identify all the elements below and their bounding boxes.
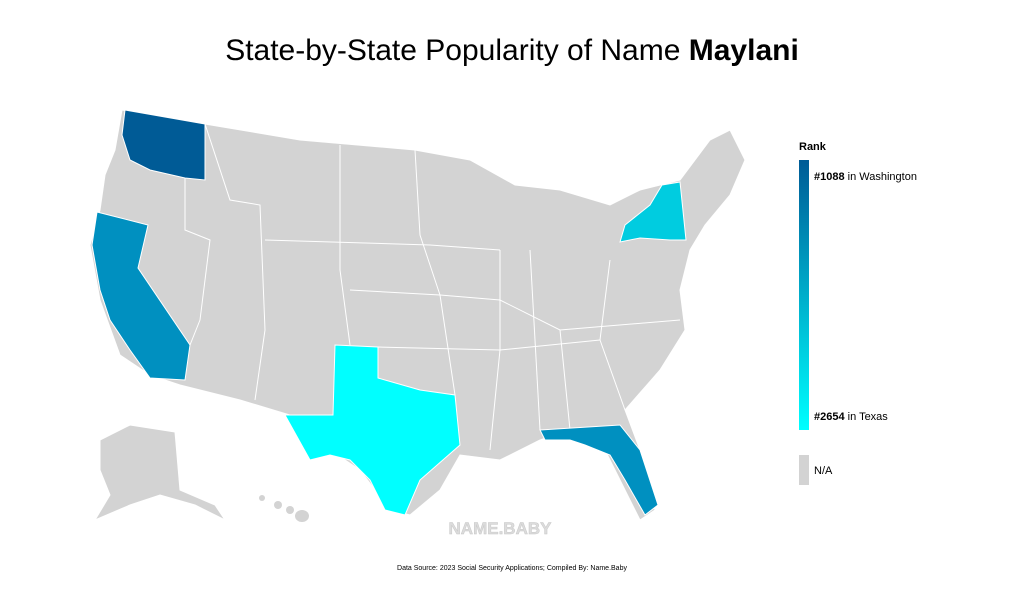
legend-na-label: N/A	[814, 465, 833, 477]
us-mainland	[89, 109, 746, 521]
legend-top-rank: #1088	[814, 171, 845, 183]
state-ny	[619, 181, 687, 243]
title-name: Maylani	[689, 34, 799, 67]
legend-bottom-text: in Texas	[845, 411, 889, 423]
legend-bottom: #2654 in Texas	[814, 411, 888, 423]
state-ca	[91, 211, 191, 381]
state-ak	[93, 424, 227, 522]
state-wa	[121, 109, 206, 181]
state-borders	[184, 123, 681, 451]
title: State-by-State Popularity of Name Maylan…	[225, 34, 799, 67]
legend-title: Rank	[799, 141, 827, 153]
watermark: NAME.BABY	[449, 519, 553, 538]
legend-top-text: in Washington	[845, 171, 917, 183]
legend-gradient	[799, 160, 809, 430]
state-fl	[539, 424, 659, 516]
legend-na-swatch	[799, 455, 809, 485]
legend-top: #1088 in Washington	[814, 171, 917, 183]
legend: Rank #1088 in Washington #2654 in Texas …	[799, 141, 917, 485]
footer: Data Source: 2023 Social Security Applic…	[397, 565, 627, 572]
state-hi	[259, 495, 309, 522]
legend-bottom-rank: #2654	[814, 411, 845, 423]
map: NAME.BABY	[89, 109, 746, 538]
title-text: State-by-State Popularity of Name	[225, 34, 689, 67]
state-tx	[284, 344, 461, 516]
